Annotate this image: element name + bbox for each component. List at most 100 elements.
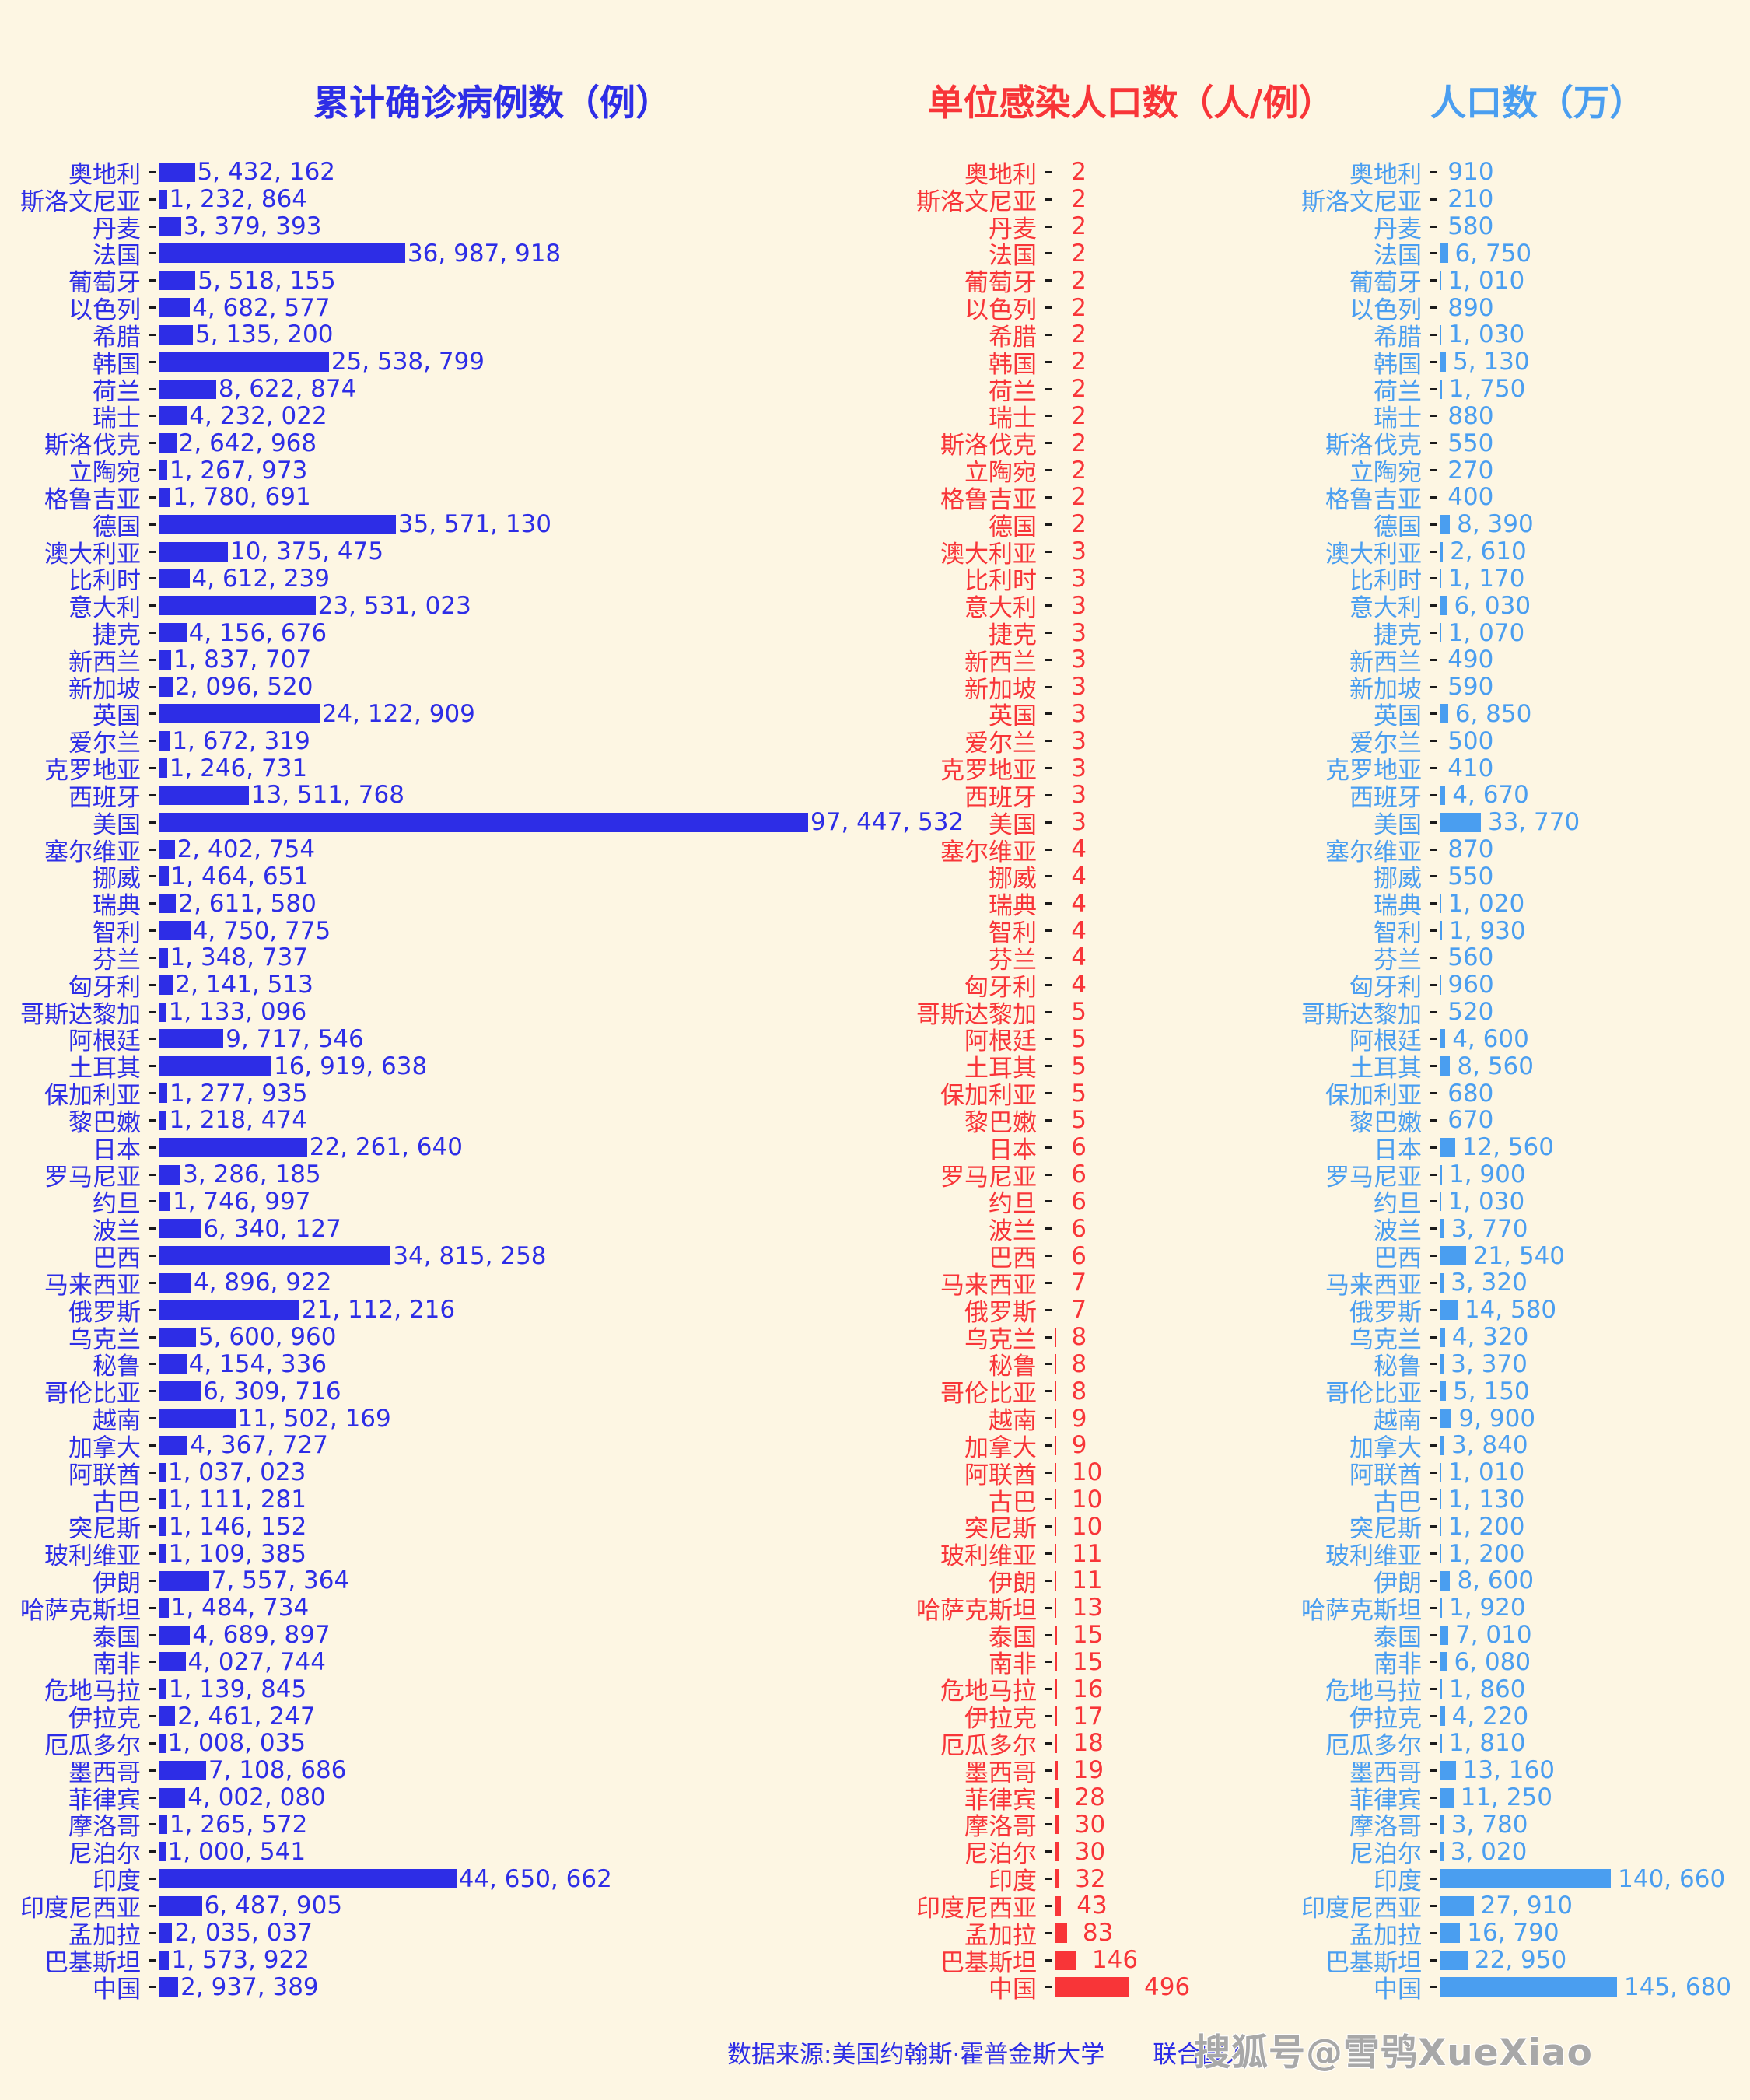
country-label: 罗马尼亚 [940,1163,1037,1192]
country-label: 玻利维亚 [44,1542,141,1571]
bar-value-label: 1, 232, 864 [169,185,308,214]
chart-row: 俄罗斯 7 [792,1296,1190,1327]
country-label: 新西兰 [964,648,1037,677]
axis-tick-mark [1045,523,1052,526]
bar-value-label: 5, 150 [1453,1377,1530,1405]
value-bar [1440,1760,1456,1780]
chart-row: 以色列 890 [1177,294,1731,325]
country-label: 匈牙利 [964,973,1037,1002]
country-label: 伊拉克 [1349,1705,1422,1734]
bar-value-label: 1, 265, 572 [169,1810,308,1839]
chart-row: 希腊 2 [792,320,1190,352]
chart-row: 尼泊尔 3, 020 [1177,1838,1731,1869]
bar-value-label: 36, 987, 918 [407,239,562,268]
chart-row: 阿联酋 10 [792,1458,1190,1489]
value-bar [159,866,169,887]
axis-tick-mark [1045,1688,1052,1691]
chart-row: 厄瓜多尔 1, 008, 035 [0,1729,964,1760]
bar-value-label: 6 [1071,1187,1087,1216]
chart-row: 摩洛哥 1, 265, 572 [0,1810,964,1842]
axis-tick-mark [149,1606,156,1609]
axis-tick-mark [1045,1281,1052,1284]
value-bar [159,1137,307,1157]
bar-value-label: 3 [1071,564,1087,593]
axis-tick-mark [149,1904,156,1907]
axis-tick-mark [1430,983,1437,986]
axis-tick-mark [149,170,156,173]
country-label: 俄罗斯 [1349,1298,1422,1327]
axis-tick-mark [1045,1715,1052,1718]
chart-row: 越南 9 [792,1405,1190,1436]
chart-row: 日本 22, 261, 640 [0,1133,964,1164]
chart-row: 比利时 4, 612, 239 [0,565,964,596]
country-label: 阿联酋 [1349,1461,1422,1489]
panel-population: 奥地利 910 斯洛文尼亚 210 丹麦 580 法国 6, 750 葡萄牙 1, 010 以色列 8… [1177,158,1731,2004]
axis-tick-mark [1045,1579,1052,1582]
value-bar [159,514,396,534]
value-bar [159,189,167,209]
bar-value-label: 15 [1072,1647,1104,1676]
bar-value-label: 4, 027, 744 [187,1647,326,1676]
axis-tick-mark [149,631,156,634]
axis-tick-mark [1430,1417,1437,1419]
axis-tick-mark [1430,1823,1437,1826]
value-bar [159,1327,196,1347]
chart-row: 塞尔维亚 2, 402, 754 [0,835,964,866]
chart-row: 印度尼西亚 27, 910 [1177,1892,1731,1923]
chart-row: 印度 140, 660 [1177,1865,1731,1896]
country-label: 泰国 [989,1623,1037,1652]
chart-row: 意大利 23, 531, 023 [0,592,964,623]
chart-row: 芬兰 1, 348, 737 [0,943,964,975]
bar-value-label: 32 [1075,1864,1106,1893]
axis-tick-mark [1430,1092,1437,1095]
bar-value-label: 7, 010 [1454,1621,1532,1650]
country-label: 爱尔兰 [964,730,1037,758]
value-bar [159,1815,167,1835]
bar-value-label: 43 [1076,1892,1108,1920]
value-bar [159,1083,167,1104]
bar-value-label: 7 [1071,1269,1087,1297]
axis-tick-mark [1430,1146,1437,1149]
chart-row: 巴西 21, 540 [1177,1242,1731,1273]
chart-row: 葡萄牙 5, 518, 155 [0,267,964,298]
bar-value-label: 2, 461, 247 [177,1702,316,1731]
value-bar [1440,1544,1441,1564]
bar-value-label: 1, 573, 922 [171,1946,310,1975]
bar-value-label: 3, 379, 393 [183,212,322,241]
bar-value-label: 880 [1447,401,1494,430]
country-label: 秘鲁 [1374,1353,1422,1381]
chart-row: 危地马拉 1, 860 [1177,1675,1731,1706]
value-bar [159,1381,201,1402]
chart-row: 土耳其 8, 560 [1177,1052,1731,1083]
chart-row: 印度尼西亚 43 [792,1892,1190,1923]
country-label: 塞尔维亚 [1325,838,1422,866]
bar-value-label: 4, 689, 897 [192,1621,331,1650]
axis-tick-mark [1430,1173,1437,1176]
bar-value-label: 13 [1072,1594,1103,1622]
axis-tick-mark [149,604,156,607]
value-bar [159,352,329,372]
axis-tick-mark [149,415,156,418]
chart-row: 孟加拉 2, 035, 037 [0,1919,964,1950]
country-label: 中国 [93,1976,141,2004]
value-bar [1055,1842,1059,1862]
bar-value-label: 8 [1071,1323,1087,1352]
axis-tick-mark [1430,1010,1437,1013]
bar-value-label: 35, 571, 130 [397,510,551,539]
axis-tick-mark [1430,415,1437,418]
country-label: 哥斯达黎加 [916,1000,1037,1029]
chart-row: 瑞典 4 [792,890,1190,921]
country-label: 菲律宾 [964,1786,1037,1815]
value-bar [159,1517,166,1537]
chart-row: 捷克 3 [792,619,1190,650]
country-label: 芬兰 [1374,946,1422,975]
country-label: 丹麦 [93,215,141,243]
value-bar [1440,1409,1452,1428]
axis-tick-mark [149,1255,156,1258]
country-label: 西班牙 [1349,783,1422,812]
axis-tick-mark [1045,793,1052,796]
value-bar [159,704,320,724]
bar-value-label: 30 [1074,1837,1106,1866]
country-label: 斯洛伐克 [940,432,1037,460]
bar-value-label: 4, 232, 022 [189,401,327,430]
